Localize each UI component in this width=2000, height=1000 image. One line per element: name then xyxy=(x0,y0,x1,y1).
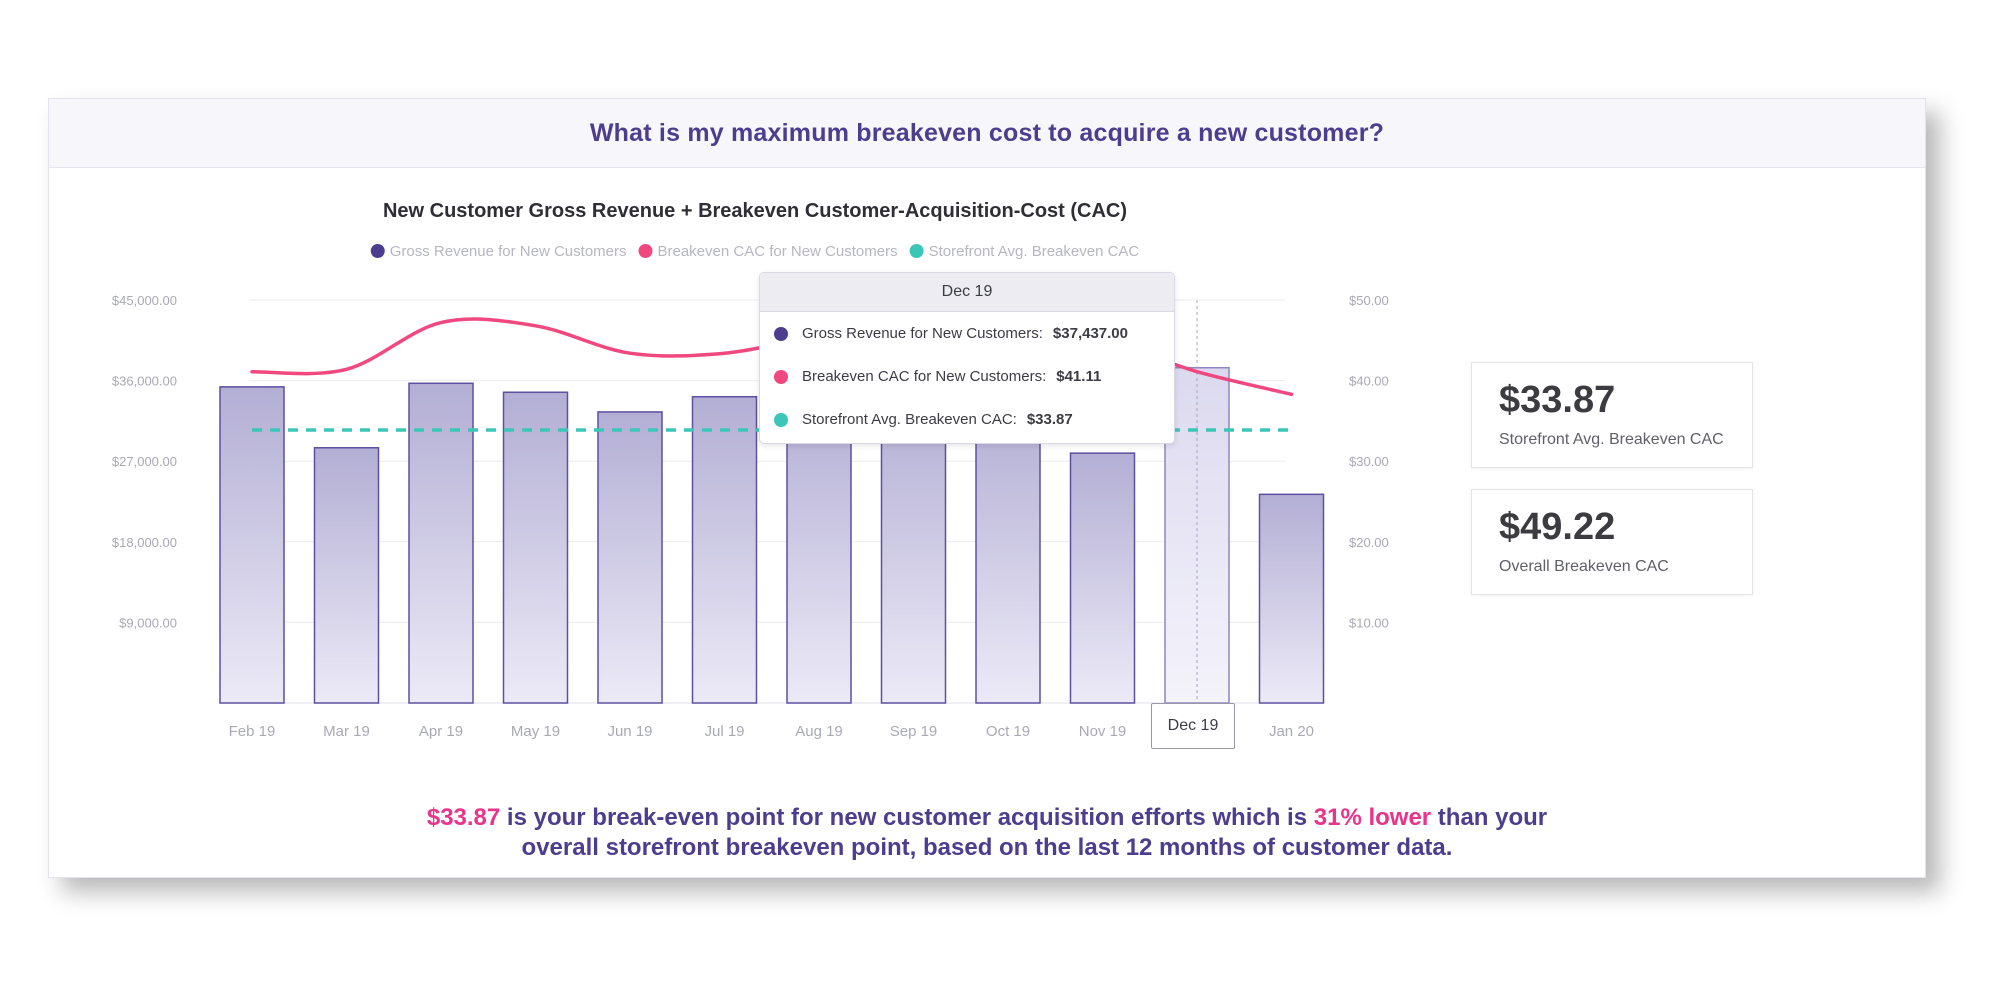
revenue-bar xyxy=(786,399,852,704)
y-right-tick-label: $20.00 xyxy=(1349,535,1389,550)
revenue-bar xyxy=(597,411,663,704)
summary-value: $33.87 xyxy=(426,804,501,831)
revenue-bar xyxy=(219,386,285,704)
revenue-bar xyxy=(313,447,380,704)
stat-label: Storefront Avg. Breakeven CAC xyxy=(1499,431,1724,448)
stat-value: $49.22 xyxy=(1499,506,1616,548)
y-left-tick-label: $36,000.00 xyxy=(112,374,177,389)
stat-card-storefront-avg: $33.87 Storefront Avg. Breakeven CAC xyxy=(1471,362,1753,468)
revenue-bar xyxy=(1258,493,1325,704)
cac-dot-icon xyxy=(774,369,788,384)
tooltip-row-revenue: Gross Revenue for New Customers: $37,437… xyxy=(774,325,1128,342)
summary-line-2: overall storefront breakeven point, base… xyxy=(521,834,1453,861)
x-tick-label: Aug 19 xyxy=(795,723,843,740)
chart-title: New Customer Gross Revenue + Breakeven C… xyxy=(383,200,1127,222)
tooltip-value: $33.87 xyxy=(1026,411,1073,428)
revenue-bar xyxy=(408,382,474,704)
x-axis-hover-label: Dec 19 xyxy=(1151,703,1235,749)
x-tick-label: Jun 19 xyxy=(607,723,652,740)
legend-label: Breakeven CAC for New Customers xyxy=(657,243,897,260)
x-tick-label: Jan 20 xyxy=(1269,723,1314,740)
legend-dot-icon xyxy=(638,244,653,258)
y-right-tick-label: $40.00 xyxy=(1349,374,1389,389)
chart-card: What is my maximum breakeven cost to acq… xyxy=(48,98,1926,878)
combo-chart: New Customer Gross Revenue + Breakeven C… xyxy=(112,200,1389,740)
y-left-tick-label: $45,000.00 xyxy=(112,293,177,308)
tooltip-title: Dec 19 xyxy=(760,273,1174,312)
revenue-bar xyxy=(880,402,947,704)
revenue-bar xyxy=(975,406,1041,704)
chart-legend: Gross Revenue for New Customers Breakeven… xyxy=(370,243,1140,260)
tooltip-value: $41.11 xyxy=(1056,368,1102,385)
tooltip-label: Gross Revenue for New Customers: xyxy=(802,325,1043,342)
y-right-tick-label: $30.00 xyxy=(1349,454,1389,469)
hover-tooltip: Dec 19 Gross Revenue for New Customers: … xyxy=(759,272,1175,444)
y-right-tick-label: $10.00 xyxy=(1349,615,1389,630)
x-tick-label: Jul 19 xyxy=(704,723,744,740)
legend-label: Storefront Avg. Breakeven CAC xyxy=(929,243,1140,260)
question-title: What is my maximum breakeven cost to acq… xyxy=(589,118,1385,147)
stat-label: Overall Breakeven CAC xyxy=(1499,558,1669,575)
question-header: What is my maximum breakeven cost to acq… xyxy=(49,99,1925,168)
tooltip-value: $37,437.00 xyxy=(1052,325,1128,342)
y-left-tick-label: $18,000.00 xyxy=(112,535,177,550)
tooltip-row-cac: Breakeven CAC for New Customers: $41.11 xyxy=(774,368,1101,385)
x-tick-label: May 19 xyxy=(511,723,560,740)
summary-text-2: than your xyxy=(1431,804,1548,831)
x-tick-label: Oct 19 xyxy=(986,723,1030,740)
revenue-dot-icon xyxy=(774,326,788,341)
summary-text: $33.87 is your break-even point for new … xyxy=(49,803,1925,863)
x-tick-label: Feb 19 xyxy=(229,723,276,740)
x-tick-label: Apr 19 xyxy=(419,723,463,740)
tooltip-row-avg: Storefront Avg. Breakeven CAC: $33.87 xyxy=(774,411,1073,428)
revenue-bar xyxy=(1069,452,1136,704)
x-tick-label: Nov 19 xyxy=(1079,723,1127,740)
summary-text-1: is your break-even point for new custome… xyxy=(500,804,1314,831)
tooltip-label: Breakeven CAC for New Customers: xyxy=(802,368,1047,385)
x-tick-label: Mar 19 xyxy=(323,723,370,740)
revenue-bar xyxy=(502,391,569,704)
legend-dot-icon xyxy=(370,244,385,258)
y-left-tick-label: $27,000.00 xyxy=(112,454,177,469)
y-left-tick-label: $9,000.00 xyxy=(119,615,177,630)
stat-value: $33.87 xyxy=(1499,379,1616,421)
summary-percent: 31% lower xyxy=(1313,804,1432,831)
legend-label: Gross Revenue for New Customers xyxy=(390,243,627,260)
tooltip-label: Storefront Avg. Breakeven CAC: xyxy=(802,411,1017,428)
revenue-bar xyxy=(691,395,758,704)
y-right-tick-label: $50.00 xyxy=(1349,293,1389,308)
x-tick-label: Sep 19 xyxy=(890,723,938,740)
legend-dot-icon xyxy=(909,244,924,258)
stat-card-overall: $49.22 Overall Breakeven CAC xyxy=(1471,489,1753,595)
avg-dot-icon xyxy=(774,412,788,427)
